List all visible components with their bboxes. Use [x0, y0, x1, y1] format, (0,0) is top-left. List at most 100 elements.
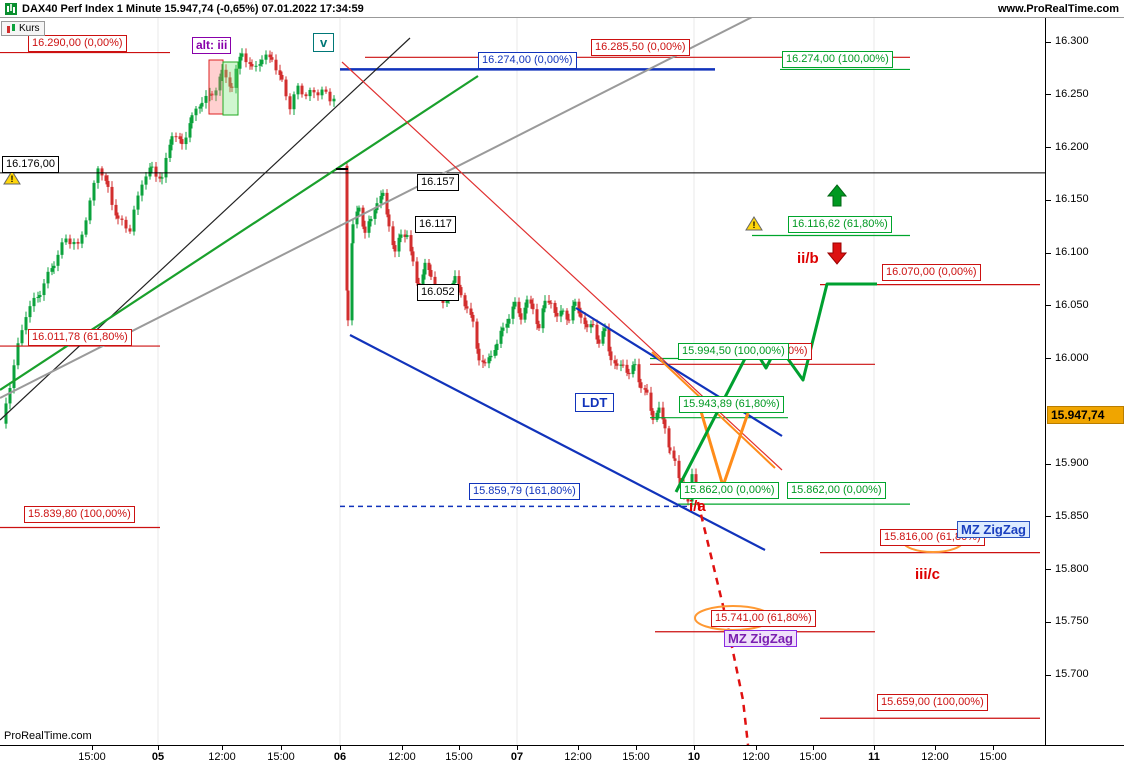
label-wave-iiic[interactable]: iii/c — [915, 566, 941, 583]
channel-blue-lower[interactable] — [349, 334, 766, 551]
price-tick-mark — [1046, 147, 1051, 148]
price-tick-mark — [1046, 674, 1051, 676]
instrument-title: DAX40 Perf Index 1 Minute 15.947,74 (-0,… — [22, 2, 364, 15]
price-axis[interactable]: 15.947,74 16.300 16.250 16.200 16.150 16.100… — [1045, 18, 1124, 745]
time-tick-mark — [340, 746, 341, 750]
red-down-arrow[interactable] — [826, 242, 848, 265]
label-wave-v[interactable]: v — [313, 33, 335, 52]
time-tick-mark — [222, 746, 223, 750]
candlestick-icon-glyph — [5, 2, 17, 15]
marker-16117[interactable]: 16.117 — [415, 216, 456, 233]
label-alt-iii[interactable]: alt: iii — [192, 37, 232, 54]
level-16290[interactable]: 16.290,00 (0,00%) — [28, 35, 127, 52]
time-tick-mark — [517, 746, 518, 750]
prorealtime-url: www.ProRealTime.com — [997, 2, 1119, 15]
time-tick-mark — [813, 746, 814, 750]
last-price-badge: 15.947,74 — [1047, 405, 1124, 424]
price-tick-label: 15.850 — [1055, 509, 1089, 522]
time-tick-mark — [993, 746, 994, 750]
price-tick-label: 15.700 — [1055, 668, 1089, 680]
marker-16157[interactable]: 16.157 — [417, 174, 459, 191]
time-tick-label: 15:00 — [979, 751, 1007, 763]
price-bars-icon — [6, 23, 16, 34]
price-tick-label: 16.000 — [1055, 351, 1089, 364]
trendline-black-ascending[interactable] — [0, 37, 411, 421]
level-16274-fib[interactable]: 16.274,00 (100,00%) — [782, 51, 893, 68]
red-dashed-projection[interactable] — [696, 501, 750, 746]
time-tick-label: 12:00 — [208, 751, 236, 763]
time-tick-label: 15:00 — [445, 751, 473, 763]
price-tick-label: 16.100 — [1055, 246, 1089, 258]
time-tick-mark — [281, 746, 282, 750]
level-15839[interactable]: 15.839,80 (100,00%) — [24, 506, 135, 523]
label-wave-iib[interactable]: ii/b — [797, 250, 819, 267]
time-tick-label: 07 — [510, 751, 524, 763]
price-tick-label: 16.200 — [1055, 140, 1089, 153]
chart-title-bar: DAX40 Perf Index 1 Minute 15.947,74 (-0,… — [0, 0, 1124, 18]
level-16176[interactable]: 16.176,00 — [2, 156, 59, 173]
level-15994[interactable]: 15.994,50 (100,00%) — [678, 343, 789, 360]
time-tick-label: 15:00 — [267, 751, 295, 763]
time-tick-mark — [874, 746, 875, 750]
time-tick-label: 06 — [333, 751, 347, 763]
warning-exclamation: ! — [11, 174, 14, 184]
price-tick-label: 15.750 — [1055, 615, 1089, 628]
time-tick-mark — [402, 746, 403, 750]
prorealtime-watermark: ProRealTime.com — [4, 730, 92, 742]
level-16285[interactable]: 16.285,50 (0,00%) — [591, 39, 690, 56]
price-tick-mark — [1046, 94, 1051, 96]
time-tick-label: 05 — [151, 751, 165, 763]
price-tick-label: 16.050 — [1055, 298, 1089, 311]
warning-triangle — [745, 216, 763, 231]
level-15943[interactable]: 15.943,89 (61,80%) — [679, 396, 784, 413]
time-tick-label: 15:00 — [622, 751, 650, 763]
price-tick-label: 15.900 — [1055, 457, 1089, 469]
chart-type-icon[interactable] — [5, 2, 17, 15]
price-tick-mark — [1046, 621, 1051, 623]
level-16274-target[interactable]: 16.274,00 (0,00%) — [478, 52, 577, 69]
label-mz-zigzag-purple[interactable]: MZ ZigZag — [724, 630, 797, 647]
price-tick-mark — [1046, 569, 1051, 570]
level-16011[interactable]: 16.011,78 (61,80%) — [28, 329, 132, 346]
time-tick-label: 12:00 — [564, 751, 592, 763]
level-16116[interactable]: 16.116,62 (61,80%) — [788, 216, 892, 233]
time-tick-label: 15:00 — [78, 751, 106, 763]
time-tick-mark — [578, 746, 579, 750]
warning-triangle — [3, 170, 21, 185]
price-tick-mark — [1046, 463, 1051, 465]
kurs-label: Kurs — [19, 23, 40, 34]
green-up-arrow[interactable] — [826, 184, 848, 207]
price-tick-mark — [1046, 305, 1051, 307]
time-tick-mark — [935, 746, 936, 750]
level-15859[interactable]: 15.859,79 (161,80%) — [469, 483, 580, 500]
price-tick-mark — [1046, 516, 1051, 518]
level-16070[interactable]: 16.070,00 (0,00%) — [882, 264, 981, 281]
level-15741[interactable]: 15.741,00 (61,80%) — [711, 610, 816, 627]
level-15659[interactable]: 15.659,00 (100,00%) — [877, 694, 988, 711]
label-ldt[interactable]: LDT — [575, 393, 615, 412]
price-tick-label: 16.150 — [1055, 193, 1089, 206]
highlight-green-candle[interactable] — [222, 61, 239, 116]
time-tick-label: 12:00 — [742, 751, 770, 763]
warning-exclamation: ! — [753, 220, 756, 230]
price-tick-mark — [1046, 199, 1051, 201]
time-tick-mark — [694, 746, 695, 750]
kurs-tab[interactable]: Kurs — [1, 21, 45, 36]
time-axis[interactable]: 15:00 05 12:00 15:00 06 12:00 15:00 07 12:00 15:0… — [0, 745, 1124, 768]
warning-icon-left[interactable]: ! — [3, 170, 21, 185]
time-tick-mark — [158, 746, 159, 750]
label-mz-zigzag-blue[interactable]: MZ ZigZag — [957, 521, 1030, 538]
time-tick-label: 10 — [687, 751, 701, 763]
time-tick-mark — [756, 746, 757, 750]
time-tick-mark — [459, 746, 460, 750]
level-15862-left[interactable]: 15.862,00 (0,00%) — [680, 482, 779, 499]
level-15862-right[interactable]: 15.862,00 (0,00%) — [787, 482, 886, 499]
marker-16052[interactable]: 16.052 — [417, 284, 459, 301]
label-wave-ia[interactable]: i/a — [689, 498, 706, 515]
warning-icon-right[interactable]: ! — [745, 216, 763, 231]
price-tick-mark — [1046, 252, 1051, 254]
time-tick-mark — [636, 746, 637, 750]
price-tick-mark — [1046, 358, 1051, 359]
